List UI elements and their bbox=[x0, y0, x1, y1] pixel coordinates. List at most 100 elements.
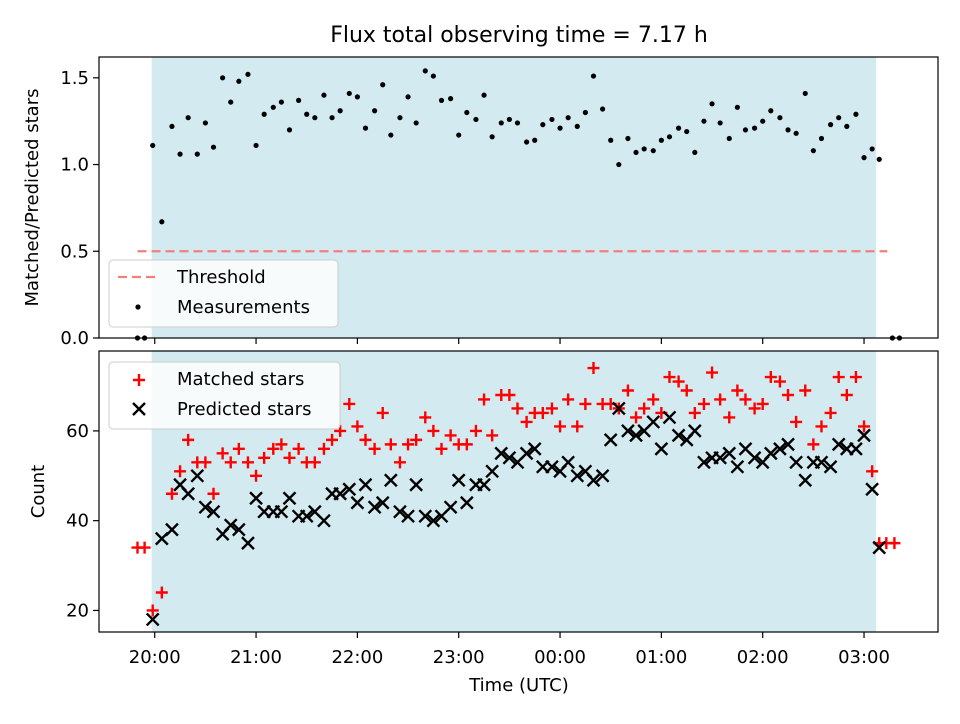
predicted-star-point bbox=[586, 473, 601, 488]
measurement-point bbox=[574, 123, 580, 129]
x-tick-label: 03:00 bbox=[838, 647, 890, 668]
matched-star-point bbox=[824, 406, 837, 419]
predicted-star-point bbox=[763, 446, 778, 461]
predicted-star-point bbox=[299, 509, 314, 524]
matched-star-point bbox=[326, 433, 339, 446]
matched-star-point bbox=[402, 438, 415, 451]
measurement-point bbox=[481, 92, 487, 98]
predicted-star-point bbox=[687, 424, 702, 438]
measurement-point bbox=[456, 132, 462, 138]
y-tick-label: 1.0 bbox=[60, 155, 89, 176]
matched-star-point bbox=[241, 456, 254, 469]
measurement-point bbox=[861, 155, 867, 161]
measurement-point bbox=[641, 146, 647, 152]
predicted-star-point bbox=[781, 437, 795, 452]
measurement-point bbox=[726, 135, 732, 142]
matched-star-point bbox=[706, 366, 719, 379]
matched-star-point bbox=[849, 371, 862, 384]
predicted-star-point bbox=[857, 428, 871, 443]
predicted-star-point bbox=[611, 401, 626, 416]
x-tick-label: 00:00 bbox=[534, 647, 586, 668]
measurement-point bbox=[675, 125, 682, 131]
measurement-point bbox=[777, 115, 783, 121]
measurement-point bbox=[565, 115, 571, 121]
measurement-point bbox=[253, 142, 259, 149]
measurement-point bbox=[286, 127, 293, 133]
predicted-star-point bbox=[570, 468, 585, 483]
x-tick-label: 02:00 bbox=[737, 647, 789, 668]
measurement-point bbox=[210, 144, 217, 150]
measurement-point bbox=[608, 137, 614, 143]
matched-star-point bbox=[376, 406, 389, 419]
predicted-star-point bbox=[459, 495, 474, 510]
predicted-star-point bbox=[383, 473, 398, 488]
matched-star-point bbox=[731, 384, 744, 397]
matched-star-point bbox=[630, 411, 643, 424]
predicted-legend-handle bbox=[132, 402, 146, 416]
matched-star-point bbox=[165, 487, 178, 500]
top-x-ticks bbox=[154, 338, 865, 344]
matched-star-point bbox=[207, 487, 220, 500]
x-tick-label: 21:00 bbox=[230, 647, 282, 668]
bottom-y-axis-label: Count bbox=[28, 465, 49, 518]
measurement-point bbox=[709, 101, 715, 107]
x-tick-label: 01:00 bbox=[635, 647, 687, 668]
measurement-point bbox=[717, 120, 723, 126]
matched-star-point bbox=[799, 384, 812, 397]
predicted-star-point bbox=[603, 433, 618, 447]
matched-star-point bbox=[460, 438, 473, 451]
matched-star-point bbox=[688, 406, 701, 419]
matched-star-point bbox=[359, 433, 372, 446]
bottom-legend-box bbox=[108, 361, 341, 430]
measurement-point bbox=[337, 108, 343, 114]
measurement-point bbox=[876, 156, 882, 162]
top-plot-frame bbox=[98, 56, 939, 339]
predicted-star-point bbox=[350, 495, 365, 510]
predicted-star-point bbox=[823, 459, 838, 474]
bottom-x-axis: 20:00 21:00 22:00 23:00 00:00 01:00 02:00 03:00 bbox=[129, 632, 890, 668]
matched-star-point bbox=[807, 438, 820, 451]
predicted-star-point bbox=[722, 446, 737, 461]
measurement-point bbox=[658, 137, 664, 143]
measurement-point bbox=[498, 120, 504, 126]
matched-star-point bbox=[258, 451, 271, 464]
matched-star-point bbox=[419, 411, 432, 424]
matched-star-point bbox=[562, 393, 575, 406]
measurement-point bbox=[489, 134, 495, 140]
predicted-star-point bbox=[789, 455, 803, 470]
matched-star-point bbox=[486, 429, 499, 442]
predicted-star-point bbox=[477, 477, 491, 492]
measurement-point bbox=[448, 96, 454, 102]
predicted-star-point bbox=[451, 473, 466, 488]
measurement-point bbox=[844, 123, 850, 129]
top-legend-box bbox=[108, 259, 339, 328]
matched-star-point bbox=[224, 456, 237, 469]
measurement-point bbox=[388, 132, 394, 138]
predicted-star-point bbox=[519, 446, 534, 461]
predicted-legend-label: Predicted stars bbox=[177, 399, 311, 420]
predicted-star-point bbox=[545, 459, 559, 474]
measurement-point bbox=[380, 82, 386, 88]
x-axis-label: Time (UTC) bbox=[468, 675, 569, 696]
measurement-point bbox=[321, 92, 327, 98]
matched-star-point bbox=[469, 424, 482, 437]
measurement-point bbox=[464, 109, 470, 116]
predicted-star-point bbox=[198, 500, 213, 515]
matched-star-point bbox=[764, 371, 777, 384]
matched-star-point bbox=[888, 537, 901, 550]
measurement-point bbox=[514, 120, 521, 126]
matched-star-point bbox=[427, 424, 440, 437]
predicted-star-point bbox=[333, 486, 348, 501]
predicted-star-point bbox=[485, 464, 500, 479]
matched-star-point bbox=[520, 415, 533, 428]
matched-star-point bbox=[714, 393, 727, 406]
matched-star-point bbox=[621, 384, 634, 397]
y-tick-label: 60 bbox=[66, 421, 89, 442]
bottom-data-marks bbox=[131, 362, 901, 627]
measurement-point bbox=[869, 146, 875, 152]
measurement-point bbox=[397, 115, 403, 121]
measurement-point bbox=[413, 120, 419, 126]
predicted-star-point bbox=[662, 410, 677, 425]
predicted-star-point bbox=[282, 491, 297, 506]
matched-star-point bbox=[232, 442, 245, 455]
